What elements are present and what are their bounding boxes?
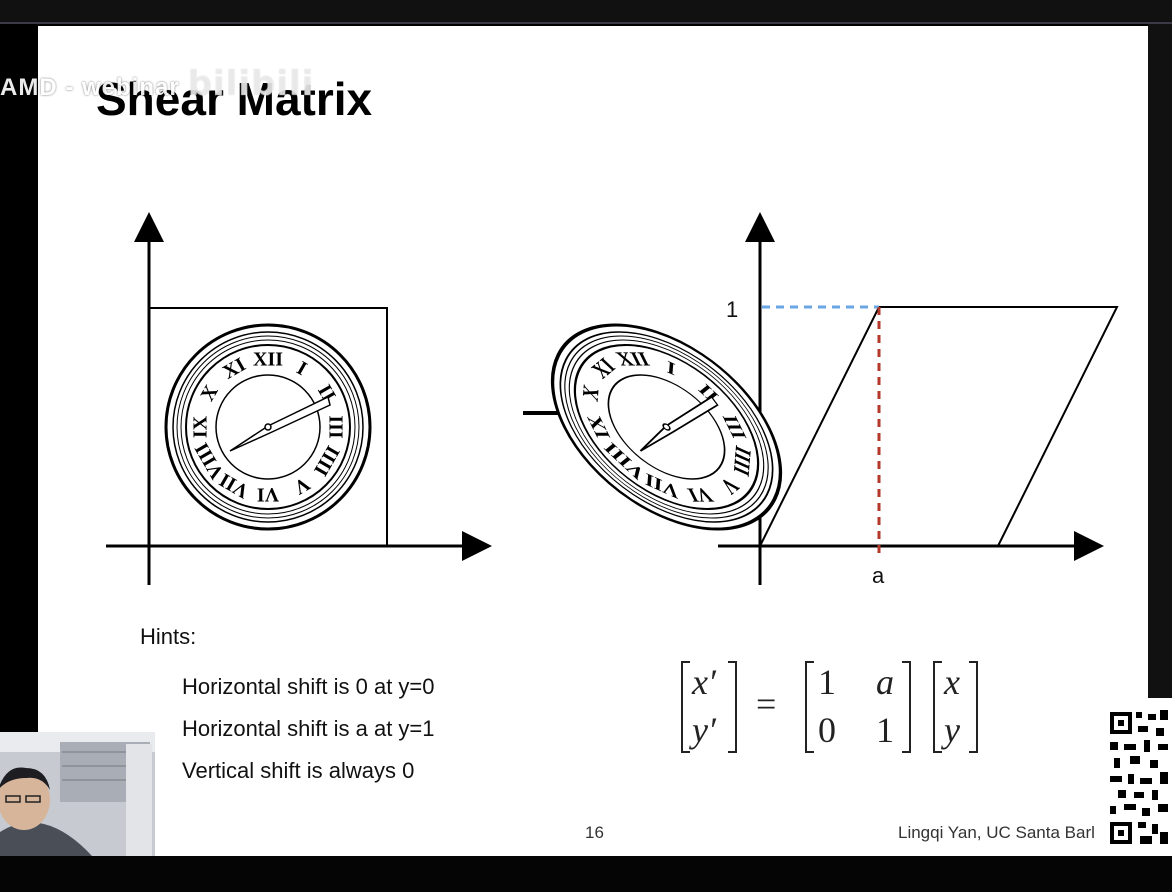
hints-heading: Hints: <box>140 624 197 649</box>
author-credit: Lingqi Yan, UC Santa Barl <box>898 823 1095 842</box>
stream-watermark: AMD - webinar bilibili <box>0 64 314 104</box>
slide-title: Shear Matrix <box>96 73 373 125</box>
original-clock <box>164 323 372 531</box>
label-one: 1 <box>726 297 738 322</box>
presenter-avatar <box>0 732 155 856</box>
hint-line-1: Horizontal shift is 0 at y=0 <box>182 674 435 699</box>
sheared-parallelogram <box>758 306 1119 547</box>
watermark-text: AMD - webinar <box>0 74 180 101</box>
lhs-x-prime: x′ <box>691 662 717 702</box>
label-a: a <box>872 563 885 588</box>
matrix-a12: a <box>876 662 894 702</box>
top-bar <box>0 0 1172 24</box>
hint-line-3: Vertical shift is always 0 <box>182 758 415 783</box>
equals-sign: = <box>756 684 776 724</box>
matrix-a21: 0 <box>818 710 836 750</box>
lhs-y-prime: y′ <box>689 710 717 750</box>
matrix-a22: 1 <box>876 710 894 750</box>
bilibili-logo: bilibili <box>187 64 315 104</box>
rhs-y: y <box>941 710 960 750</box>
qr-code <box>1100 698 1172 856</box>
webcam-overlay <box>0 732 155 856</box>
bottom-bar <box>0 856 1172 892</box>
matrix-a11: 1 <box>818 662 836 702</box>
page-number: 16 <box>585 823 604 842</box>
original-square <box>148 307 388 547</box>
rhs-x: x <box>943 662 960 702</box>
right-axes <box>718 212 1104 585</box>
shear-equation: x′ y′ = 1 a 0 1 x y <box>681 661 978 753</box>
hint-line-2: Horizontal shift is a at y=1 <box>182 716 435 741</box>
sheared-clock <box>512 323 821 531</box>
